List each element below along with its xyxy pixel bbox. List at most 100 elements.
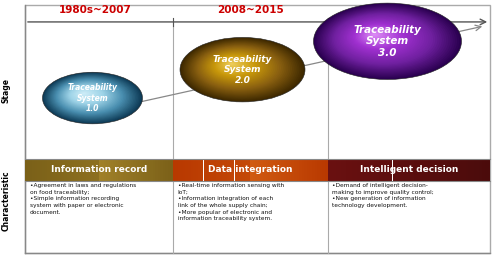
Bar [341, 159, 344, 181]
Bar [390, 159, 392, 181]
Bar [484, 159, 488, 181]
Ellipse shape [63, 83, 113, 109]
Ellipse shape [68, 85, 106, 105]
Bar [368, 159, 371, 181]
Ellipse shape [46, 74, 136, 121]
Bar [121, 159, 124, 181]
Bar [406, 159, 409, 181]
Bar [172, 159, 175, 181]
Bar [237, 159, 240, 181]
Text: Traceability
System
2.0: Traceability System 2.0 [213, 55, 272, 85]
Ellipse shape [196, 46, 281, 90]
Ellipse shape [210, 53, 262, 80]
Ellipse shape [192, 43, 288, 93]
Bar [82, 159, 84, 181]
Bar [190, 159, 193, 181]
Bar [230, 159, 232, 181]
Ellipse shape [332, 12, 436, 66]
Bar [60, 159, 62, 181]
Ellipse shape [189, 42, 292, 95]
Bar [186, 159, 188, 181]
Bar [198, 159, 201, 181]
Ellipse shape [52, 78, 128, 116]
Ellipse shape [64, 83, 112, 108]
Bar [384, 159, 387, 181]
Bar [471, 159, 474, 181]
Ellipse shape [70, 86, 102, 103]
Ellipse shape [222, 59, 244, 70]
Bar [314, 159, 317, 181]
Ellipse shape [82, 93, 85, 94]
Bar [128, 159, 130, 181]
Bar [360, 159, 362, 181]
Bar [232, 159, 234, 181]
Ellipse shape [58, 80, 120, 112]
Ellipse shape [225, 61, 240, 69]
Bar [133, 159, 136, 181]
Text: Traceability
System
1.0: Traceability System 1.0 [68, 83, 117, 113]
Bar [114, 159, 116, 181]
Ellipse shape [62, 82, 114, 109]
Bar [289, 159, 292, 181]
Bar [276, 159, 278, 181]
Ellipse shape [314, 3, 462, 79]
Bar [86, 159, 89, 181]
Ellipse shape [356, 25, 401, 48]
Text: 2016~: 2016~ [366, 5, 404, 15]
Bar [175, 159, 178, 181]
Bar [240, 159, 242, 181]
Bar [488, 159, 490, 181]
Ellipse shape [324, 9, 446, 71]
Bar [201, 159, 203, 181]
Ellipse shape [74, 89, 97, 100]
Bar [404, 159, 406, 181]
Bar [436, 159, 438, 181]
Bar [74, 159, 76, 181]
Bar [444, 159, 446, 181]
Bar [395, 159, 398, 181]
Bar [400, 159, 404, 181]
Ellipse shape [80, 91, 90, 96]
Ellipse shape [316, 5, 457, 77]
Ellipse shape [204, 50, 270, 84]
Ellipse shape [217, 57, 252, 74]
Bar [150, 159, 153, 181]
Bar [349, 159, 352, 181]
Ellipse shape [350, 22, 409, 52]
Ellipse shape [203, 49, 272, 85]
Bar [153, 159, 156, 181]
Bar [57, 159, 59, 181]
Bar [422, 159, 425, 181]
Ellipse shape [199, 47, 278, 88]
Text: Intelligent decision: Intelligent decision [360, 165, 458, 174]
Bar [304, 159, 307, 181]
Bar [248, 159, 250, 181]
Ellipse shape [214, 55, 257, 77]
Bar [438, 159, 442, 181]
Ellipse shape [214, 55, 255, 76]
Ellipse shape [185, 40, 298, 98]
Ellipse shape [69, 86, 104, 104]
Bar [455, 159, 458, 181]
Bar [211, 159, 214, 181]
Ellipse shape [359, 27, 396, 46]
Bar [299, 159, 302, 181]
Ellipse shape [318, 5, 455, 76]
Bar [446, 159, 450, 181]
Bar [420, 159, 422, 181]
Bar [30, 159, 32, 181]
Ellipse shape [61, 82, 116, 110]
Bar [325, 159, 328, 181]
Ellipse shape [358, 26, 398, 47]
Text: Characteristic: Characteristic [2, 170, 11, 231]
Ellipse shape [336, 15, 429, 63]
Bar [72, 159, 74, 181]
Ellipse shape [57, 80, 122, 113]
Bar [358, 159, 360, 181]
Bar [392, 159, 395, 181]
Bar [258, 159, 260, 181]
Text: •Real-time information sensing with
IoT;
•Information integration of each
link o: •Real-time information sensing with IoT;… [178, 183, 284, 221]
Bar [89, 159, 92, 181]
Bar [69, 159, 71, 181]
Bar [286, 159, 289, 181]
